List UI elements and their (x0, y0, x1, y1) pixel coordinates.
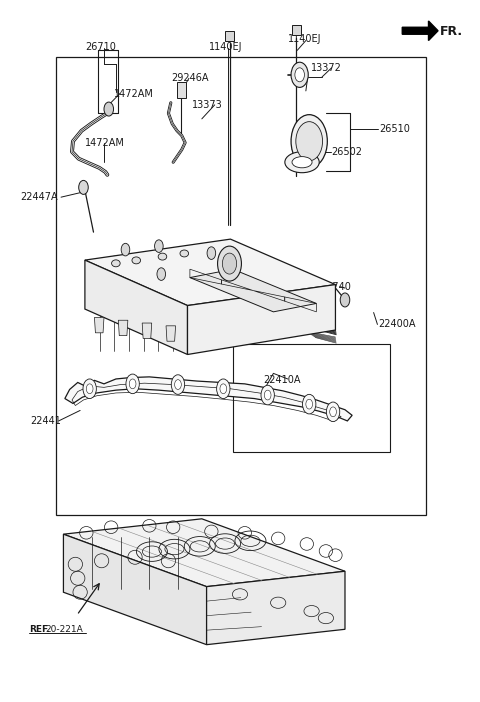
Polygon shape (85, 239, 336, 305)
Bar (56, 58, 426, 515)
Circle shape (207, 247, 216, 260)
Text: 20-221A: 20-221A (45, 625, 83, 634)
Circle shape (104, 102, 114, 116)
Polygon shape (65, 377, 352, 421)
Text: 22410A: 22410A (263, 376, 300, 385)
Circle shape (175, 380, 181, 390)
Bar (177, 83, 186, 98)
Circle shape (121, 244, 130, 256)
Circle shape (222, 253, 237, 274)
Circle shape (291, 62, 308, 87)
Bar (233, 344, 390, 452)
Text: 26710: 26710 (85, 42, 116, 52)
Ellipse shape (285, 152, 319, 173)
Polygon shape (225, 31, 234, 41)
Circle shape (126, 374, 139, 394)
Circle shape (295, 68, 304, 82)
Circle shape (296, 121, 323, 161)
Ellipse shape (180, 250, 189, 257)
Circle shape (79, 180, 88, 194)
Ellipse shape (158, 253, 167, 260)
Text: 1472AM: 1472AM (114, 88, 154, 99)
Circle shape (330, 407, 336, 417)
Circle shape (129, 379, 136, 389)
Circle shape (86, 384, 93, 394)
Ellipse shape (292, 157, 312, 168)
Polygon shape (118, 320, 128, 336)
Text: 1140EJ: 1140EJ (209, 42, 242, 52)
Circle shape (83, 379, 96, 399)
Text: 26740: 26740 (320, 282, 351, 291)
Text: 22400A: 22400A (378, 319, 416, 329)
Text: 22447A: 22447A (21, 192, 58, 202)
Polygon shape (85, 260, 188, 355)
Text: 1140EJ: 1140EJ (288, 34, 321, 44)
Circle shape (171, 375, 185, 395)
Circle shape (261, 385, 275, 405)
Polygon shape (291, 25, 301, 35)
Text: 29246A: 29246A (171, 73, 208, 84)
Text: FR.: FR. (440, 25, 463, 38)
Circle shape (306, 399, 312, 409)
Circle shape (220, 384, 227, 394)
Circle shape (155, 240, 163, 253)
Polygon shape (206, 571, 345, 644)
Circle shape (264, 390, 271, 400)
Text: REF.: REF. (29, 625, 50, 634)
Text: 22441: 22441 (30, 416, 61, 426)
Text: 13373: 13373 (192, 100, 223, 110)
Circle shape (340, 293, 350, 307)
Circle shape (302, 395, 316, 414)
Polygon shape (190, 269, 316, 312)
Polygon shape (188, 284, 336, 355)
Text: 26510: 26510 (379, 124, 410, 133)
Text: 13372: 13372 (311, 62, 341, 73)
Text: 26502: 26502 (332, 147, 362, 157)
Ellipse shape (132, 257, 141, 264)
Polygon shape (95, 317, 104, 333)
Circle shape (326, 402, 340, 422)
Polygon shape (63, 534, 206, 644)
Ellipse shape (111, 260, 120, 267)
Polygon shape (63, 519, 345, 587)
Circle shape (216, 379, 230, 399)
Text: 1472AM: 1472AM (85, 138, 125, 147)
Circle shape (291, 114, 327, 168)
Polygon shape (402, 21, 438, 41)
Polygon shape (166, 326, 176, 341)
Polygon shape (142, 323, 152, 338)
Circle shape (157, 267, 166, 280)
Circle shape (217, 246, 241, 281)
